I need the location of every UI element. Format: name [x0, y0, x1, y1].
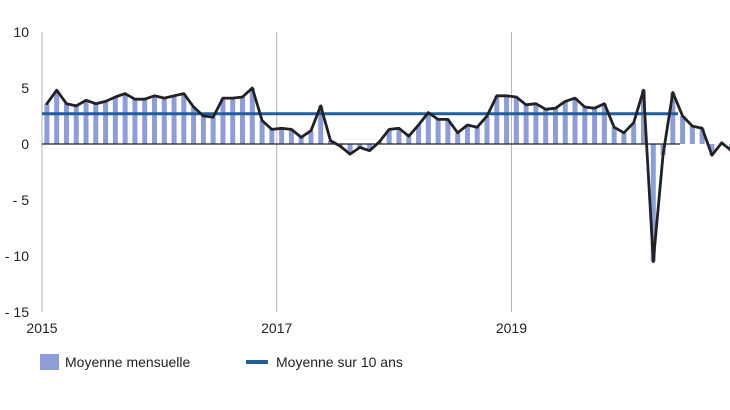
bar	[220, 98, 226, 144]
bar	[455, 132, 461, 144]
bar	[425, 112, 431, 144]
bar	[484, 116, 490, 144]
x-tick-2015: 2015	[26, 320, 57, 336]
bar	[386, 129, 392, 144]
bar	[601, 103, 607, 144]
bar	[640, 90, 646, 144]
bar	[513, 96, 519, 144]
bar	[416, 124, 422, 144]
bar	[142, 99, 148, 144]
bar	[132, 99, 138, 144]
bar	[112, 96, 118, 144]
x-axis-ticks: 201520172019202120232025	[26, 320, 527, 336]
bar	[445, 119, 451, 144]
bar	[621, 132, 627, 144]
bar	[279, 128, 285, 144]
bar	[230, 98, 236, 144]
bar	[259, 120, 265, 144]
bar	[709, 144, 715, 156]
bar	[592, 108, 598, 144]
bar	[93, 103, 99, 144]
bar	[572, 98, 578, 144]
monthly-bars	[44, 88, 730, 262]
bar	[396, 128, 402, 144]
x-tick-2017: 2017	[261, 320, 292, 336]
bar	[611, 127, 617, 144]
y-tick--10: - 10	[5, 248, 29, 264]
bar	[464, 124, 470, 144]
bar	[543, 109, 549, 144]
bar	[552, 108, 558, 144]
bar	[308, 130, 314, 144]
bar	[562, 101, 568, 144]
bar	[650, 144, 656, 262]
bar	[54, 90, 60, 144]
bar	[631, 122, 637, 144]
bar	[318, 105, 324, 144]
bar	[200, 116, 206, 144]
bar	[103, 101, 109, 144]
bar	[122, 93, 128, 144]
bar	[504, 95, 510, 144]
bar	[474, 127, 480, 144]
bar	[533, 103, 539, 144]
legend-label-monthly: Moyenne mensuelle	[65, 354, 191, 370]
bar	[269, 129, 275, 144]
bar	[83, 100, 89, 144]
bar	[240, 96, 245, 144]
bar	[347, 144, 353, 155]
bar	[680, 116, 686, 144]
x-tick-2019: 2019	[496, 320, 527, 336]
y-tick-0: 0	[21, 136, 29, 152]
y-tick-5: 5	[21, 80, 29, 96]
bar	[161, 98, 167, 144]
y-axis-ticks: 10 5 0 - 5 - 10 - 15	[5, 24, 29, 320]
bar	[357, 144, 363, 148]
gridlines	[41, 32, 512, 312]
bar	[699, 128, 705, 144]
y-tick--5: - 5	[13, 192, 30, 208]
bar	[249, 88, 255, 144]
y-tick--15: - 15	[5, 304, 29, 320]
bar	[191, 107, 197, 144]
bar	[151, 95, 157, 144]
bar	[73, 105, 79, 144]
bar	[670, 92, 676, 144]
bar	[406, 136, 412, 144]
legend-label-average: Moyenne sur 10 ans	[276, 354, 403, 370]
bar	[210, 117, 216, 144]
bar	[44, 103, 50, 144]
bar	[63, 103, 69, 144]
bar	[689, 126, 695, 144]
bar	[367, 144, 373, 151]
bar	[171, 95, 177, 144]
monthly-line	[45, 86, 730, 264]
bar	[328, 140, 334, 144]
y-tick-10: 10	[13, 24, 29, 40]
bar	[494, 95, 500, 144]
bar	[288, 129, 294, 144]
bar	[435, 119, 441, 144]
legend-bar-swatch	[40, 354, 59, 370]
legend-item-average: Moyenne sur 10 ans	[246, 352, 403, 372]
series-line	[45, 86, 730, 264]
bar	[181, 93, 187, 144]
bar	[582, 107, 588, 144]
legend-line-swatch	[246, 360, 268, 364]
bar	[523, 104, 529, 144]
bar	[298, 137, 304, 144]
legend-item-monthly: Moyenne mensuelle	[40, 352, 190, 372]
